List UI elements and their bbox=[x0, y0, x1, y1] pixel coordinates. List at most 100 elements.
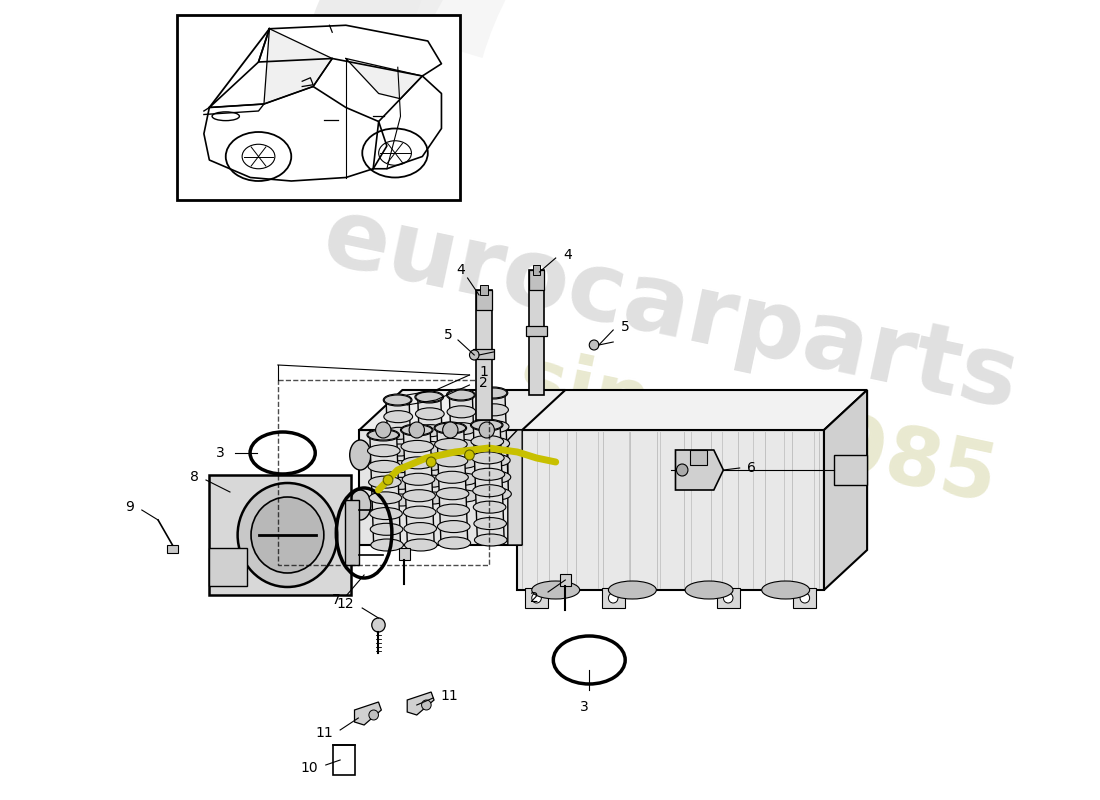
Bar bbox=[602, 588, 625, 608]
Circle shape bbox=[409, 422, 425, 438]
Ellipse shape bbox=[437, 504, 470, 516]
Ellipse shape bbox=[368, 476, 402, 488]
Bar bbox=[560, 574, 571, 586]
Polygon shape bbox=[824, 390, 867, 590]
Circle shape bbox=[251, 497, 323, 573]
Circle shape bbox=[531, 593, 541, 603]
Ellipse shape bbox=[438, 537, 471, 549]
Bar bbox=[525, 588, 548, 608]
Ellipse shape bbox=[472, 420, 502, 430]
Bar bbox=[333, 745, 354, 775]
Ellipse shape bbox=[450, 473, 478, 485]
Ellipse shape bbox=[480, 387, 508, 399]
Ellipse shape bbox=[474, 534, 507, 546]
Text: a passionate automotive supplier: a passionate automotive supplier bbox=[414, 487, 736, 573]
Circle shape bbox=[427, 457, 436, 467]
Ellipse shape bbox=[368, 461, 400, 473]
Ellipse shape bbox=[436, 471, 469, 483]
Circle shape bbox=[375, 422, 390, 438]
Ellipse shape bbox=[417, 458, 446, 470]
Ellipse shape bbox=[402, 441, 433, 453]
Polygon shape bbox=[370, 435, 400, 545]
Polygon shape bbox=[482, 393, 508, 494]
Ellipse shape bbox=[436, 455, 468, 467]
Polygon shape bbox=[354, 702, 382, 725]
Ellipse shape bbox=[418, 492, 447, 504]
Polygon shape bbox=[418, 397, 444, 498]
Ellipse shape bbox=[449, 439, 477, 451]
Polygon shape bbox=[360, 430, 522, 545]
Polygon shape bbox=[473, 425, 504, 540]
Ellipse shape bbox=[473, 485, 505, 497]
Bar bbox=[177, 15, 460, 200]
Ellipse shape bbox=[418, 475, 447, 487]
Ellipse shape bbox=[473, 501, 506, 513]
Ellipse shape bbox=[371, 523, 403, 535]
Circle shape bbox=[368, 710, 378, 720]
Bar bbox=[834, 455, 867, 485]
Text: 5: 5 bbox=[620, 320, 629, 334]
Bar bbox=[526, 326, 547, 336]
Ellipse shape bbox=[434, 438, 468, 450]
Bar bbox=[476, 290, 492, 420]
Ellipse shape bbox=[608, 581, 657, 599]
Text: 2: 2 bbox=[480, 376, 487, 390]
Circle shape bbox=[372, 618, 385, 632]
Ellipse shape bbox=[350, 440, 371, 470]
Ellipse shape bbox=[370, 492, 402, 504]
Bar bbox=[398, 548, 410, 560]
Ellipse shape bbox=[481, 438, 509, 450]
Circle shape bbox=[676, 464, 688, 476]
Polygon shape bbox=[386, 400, 412, 500]
Ellipse shape bbox=[438, 521, 470, 533]
Text: 3: 3 bbox=[217, 446, 226, 460]
Ellipse shape bbox=[384, 410, 412, 422]
Text: 6: 6 bbox=[747, 461, 756, 475]
Bar bbox=[793, 588, 816, 608]
Ellipse shape bbox=[370, 507, 403, 519]
Ellipse shape bbox=[434, 423, 465, 433]
Text: 11: 11 bbox=[316, 726, 333, 740]
Circle shape bbox=[590, 340, 598, 350]
Ellipse shape bbox=[437, 488, 469, 500]
Polygon shape bbox=[517, 430, 824, 590]
Ellipse shape bbox=[449, 456, 477, 468]
Ellipse shape bbox=[371, 539, 404, 551]
Ellipse shape bbox=[417, 442, 446, 454]
Bar bbox=[345, 500, 360, 565]
Polygon shape bbox=[407, 692, 434, 715]
Text: 5: 5 bbox=[443, 328, 452, 342]
Circle shape bbox=[383, 475, 393, 485]
Polygon shape bbox=[360, 390, 565, 430]
Polygon shape bbox=[264, 29, 332, 104]
Text: 11: 11 bbox=[441, 689, 459, 703]
Ellipse shape bbox=[434, 422, 466, 434]
Ellipse shape bbox=[471, 419, 503, 431]
Ellipse shape bbox=[416, 425, 444, 437]
Text: since 1985: since 1985 bbox=[510, 342, 1003, 518]
Bar bbox=[476, 290, 492, 310]
Circle shape bbox=[421, 700, 431, 710]
Polygon shape bbox=[404, 430, 434, 545]
Ellipse shape bbox=[367, 429, 399, 441]
Ellipse shape bbox=[367, 445, 400, 457]
Ellipse shape bbox=[385, 444, 414, 456]
Circle shape bbox=[470, 350, 480, 360]
Bar bbox=[532, 265, 540, 275]
Text: 3: 3 bbox=[580, 700, 588, 714]
Text: 10: 10 bbox=[300, 761, 318, 775]
Bar bbox=[480, 285, 487, 295]
Ellipse shape bbox=[403, 490, 436, 502]
Ellipse shape bbox=[387, 494, 416, 506]
Bar bbox=[690, 450, 707, 465]
Ellipse shape bbox=[480, 404, 508, 416]
Bar bbox=[717, 588, 739, 608]
Ellipse shape bbox=[471, 435, 504, 447]
Bar bbox=[209, 475, 351, 595]
Polygon shape bbox=[517, 390, 867, 430]
Ellipse shape bbox=[402, 457, 434, 469]
Ellipse shape bbox=[367, 430, 398, 440]
Ellipse shape bbox=[402, 425, 432, 435]
Ellipse shape bbox=[416, 392, 442, 402]
Ellipse shape bbox=[685, 581, 733, 599]
